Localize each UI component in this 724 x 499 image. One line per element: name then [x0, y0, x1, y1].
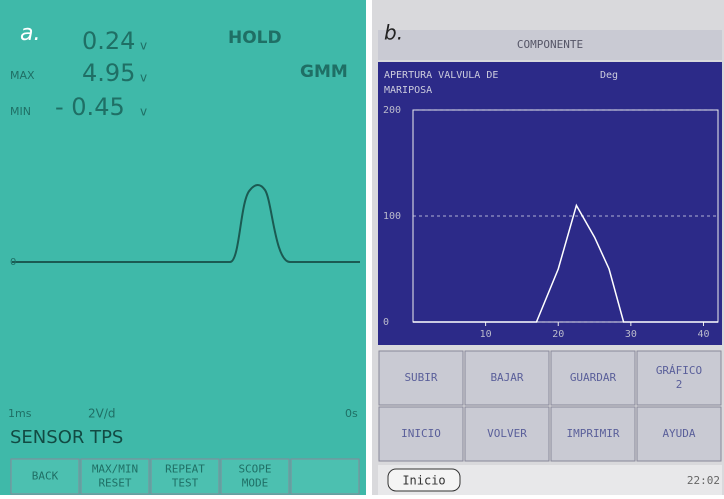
button-label: 2 — [676, 378, 683, 391]
button-label: GUARDAR — [570, 371, 617, 384]
unit: v — [140, 39, 147, 53]
button-label: BAJAR — [490, 371, 523, 384]
page: a. 0.24 v MAX 4.95 v MIN - 0.45 v HOLD G… — [0, 0, 724, 495]
x-tick-label: 20 — [552, 329, 564, 340]
screens: a. 0.24 v MAX 4.95 v MIN - 0.45 v HOLD G… — [0, 0, 724, 495]
volts-div: 2V/d — [88, 407, 116, 421]
button-label: RESET — [98, 477, 131, 490]
button-label: GRÁFICO — [656, 364, 702, 377]
y-tick-label: 100 — [383, 211, 401, 222]
button-label: REPEAT — [165, 463, 205, 476]
panel-label: b. — [384, 21, 403, 45]
time-right: 0s — [345, 407, 358, 420]
x-tick-label: 40 — [697, 329, 709, 340]
button-label: INICIO — [401, 427, 441, 440]
unit: Deg — [600, 70, 618, 81]
y-tick-label: 0 — [383, 317, 389, 328]
time-left: 1ms — [8, 407, 32, 420]
x-tick-label: 30 — [625, 329, 637, 340]
zero: 0 — [10, 257, 16, 268]
y-tick-label: 200 — [383, 105, 401, 116]
unit: v — [140, 71, 147, 85]
button-label: VOLVER — [487, 427, 527, 440]
sensor: SENSOR TPS — [10, 427, 123, 448]
button-label: AYUDA — [662, 427, 695, 440]
title: APERTURA VALVULA DE — [384, 70, 498, 81]
max: 4.95 — [82, 59, 135, 87]
plot-screen — [378, 62, 722, 345]
min: - 0.45 — [55, 93, 125, 121]
title: MARIPOSA — [384, 85, 432, 96]
hold: HOLD — [228, 28, 282, 48]
button-label: MAX/MIN — [92, 463, 138, 476]
mode: GMM — [300, 62, 348, 82]
button-label: TEST — [172, 477, 199, 490]
panel-label: a. — [20, 21, 40, 46]
button-label: MODE — [242, 477, 269, 490]
header: COMPONENTE — [517, 38, 583, 51]
x-tick-label: 10 — [480, 329, 492, 340]
button-label: SCOPE — [238, 463, 271, 476]
button-label: IMPRIMIR — [567, 427, 620, 440]
label: MAX — [10, 69, 35, 82]
unit: v — [140, 105, 147, 119]
clock: 22:02 — [687, 474, 720, 487]
reading: 0.24 — [82, 27, 135, 55]
button-label: BACK — [32, 470, 59, 483]
label: MIN — [10, 105, 31, 118]
start-label: Inicio — [402, 474, 445, 488]
button-label: SUBIR — [404, 371, 437, 384]
button[interactable] — [291, 459, 359, 494]
